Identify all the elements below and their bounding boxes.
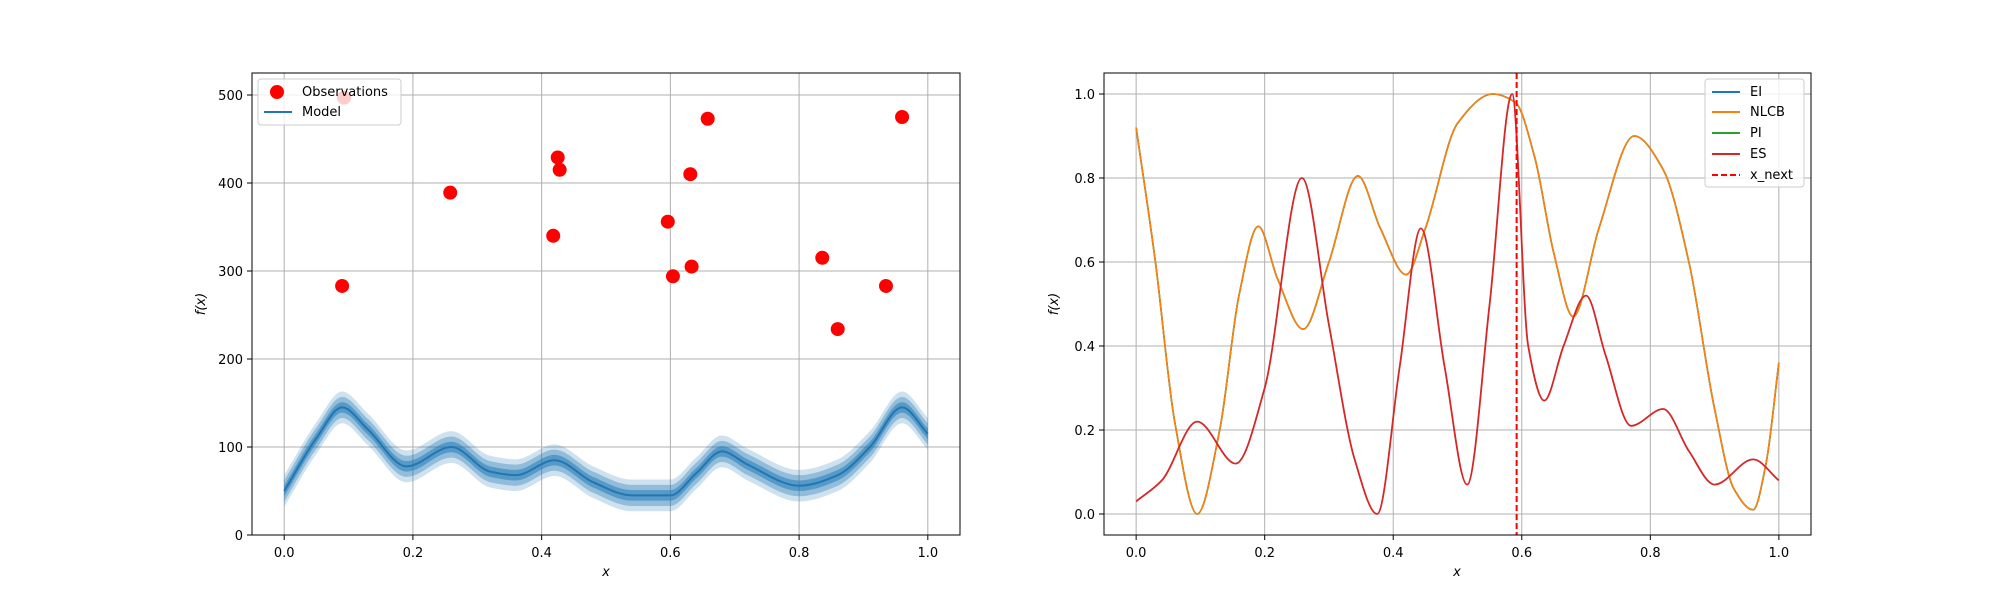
left-y-tick-label: 0 <box>235 529 243 544</box>
nlcb-line <box>1135 93 1780 515</box>
observation-point <box>683 167 698 182</box>
legend-ei-label: EI <box>1750 85 1762 100</box>
left-y-tick-label: 400 <box>218 177 243 192</box>
es-line <box>1135 93 1780 515</box>
legend-es-label: ES <box>1750 147 1766 162</box>
legend-model-label: Model <box>302 105 341 120</box>
right-chart: 0.0 0.2 0.4 0.6 0.8 1.0 0.00.20.40.60.81.0 x … <box>1047 72 1812 580</box>
left-legend-box <box>257 78 402 126</box>
left-y-tick-label: 200 <box>218 353 243 368</box>
right-x-ticks: 0.0 0.2 0.4 0.6 0.8 1.0 <box>1126 535 1789 561</box>
observation-point <box>546 228 561 243</box>
model-line <box>283 406 929 497</box>
left-plot-area <box>252 73 960 535</box>
left-y-ticks: 0 100 200 300 400 500 <box>218 89 252 544</box>
left-y-tick-label: 100 <box>218 441 243 456</box>
left-y-axis-label: f(x) <box>194 293 209 315</box>
left-x-tick-label: 0.8 <box>789 546 810 561</box>
observation-point <box>550 150 565 165</box>
legend-observations-marker <box>270 85 284 99</box>
right-x-tick-label: 0.2 <box>1254 546 1275 561</box>
right-y-ticks: 0.0 0.2 0.4 0.6 0.8 1.0 <box>1074 88 1104 523</box>
right-x-tick-label: 0.8 <box>1640 546 1661 561</box>
right-y-tick-label: 0.6 <box>1074 256 1095 271</box>
observation-point <box>830 322 845 337</box>
observation-point <box>815 250 830 265</box>
left-x-ticks: 0.0 0.2 0.4 0.6 0.8 1.0 <box>274 535 938 561</box>
observation-point <box>665 269 680 284</box>
right-y-tick-label: 0.0 <box>1074 508 1095 523</box>
left-x-tick-label: 0.2 <box>403 546 424 561</box>
left-x-tick-label: 0.6 <box>660 546 681 561</box>
right-axes-frame <box>1103 72 1812 536</box>
legend-nlcb-label: NLCB <box>1750 105 1785 120</box>
observation-point <box>660 214 675 229</box>
right-x-tick-label: 0.4 <box>1383 546 1404 561</box>
right-y-tick-label: 0.4 <box>1074 340 1095 355</box>
right-legend: EI NLCB PI ES x_next <box>1704 78 1805 188</box>
right-y-tick-label: 1.0 <box>1074 88 1095 103</box>
right-x-tick-label: 0.6 <box>1511 546 1532 561</box>
left-x-tick-label: 0.0 <box>274 546 295 561</box>
observation-point <box>684 259 699 274</box>
left-chart: 0.0 0.2 0.4 0.6 0.8 1.0 0 100 200 300 400 500 x f(… <box>194 72 961 580</box>
observation-point <box>895 110 910 124</box>
legend-observations-label: Observations <box>302 85 388 100</box>
left-x-tick-label: 1.0 <box>917 546 938 561</box>
left-x-tick-label: 0.4 <box>531 546 552 561</box>
right-grid <box>1104 73 1811 535</box>
right-x-axis-label: x <box>1452 565 1461 580</box>
right-y-axis-label: f(x) <box>1047 293 1062 315</box>
right-legend-box <box>1704 78 1805 188</box>
observation-point <box>700 111 715 126</box>
left-x-axis-label: x <box>601 565 610 580</box>
model-confidence-band <box>284 402 928 501</box>
model-confidence-band <box>284 391 928 512</box>
observation-point <box>552 162 567 177</box>
left-model-bands <box>284 391 928 512</box>
right-lines <box>1135 73 1780 535</box>
observation-point <box>878 278 893 293</box>
observation-point <box>335 278 350 293</box>
left-legend: Observations Model <box>257 78 402 126</box>
left-axes-frame <box>251 72 961 536</box>
left-y-tick-label: 500 <box>218 89 243 104</box>
right-x-tick-label: 1.0 <box>1769 546 1790 561</box>
right-x-tick-label: 0.0 <box>1126 546 1147 561</box>
left-y-tick-label: 300 <box>218 265 243 280</box>
left-model-line-group <box>283 406 929 497</box>
right-y-tick-label: 0.8 <box>1074 172 1095 187</box>
observation-point <box>443 185 458 200</box>
legend-pi-label: PI <box>1750 126 1762 141</box>
legend-x-next-label: x_next <box>1750 168 1793 183</box>
right-y-tick-label: 0.2 <box>1074 424 1095 439</box>
